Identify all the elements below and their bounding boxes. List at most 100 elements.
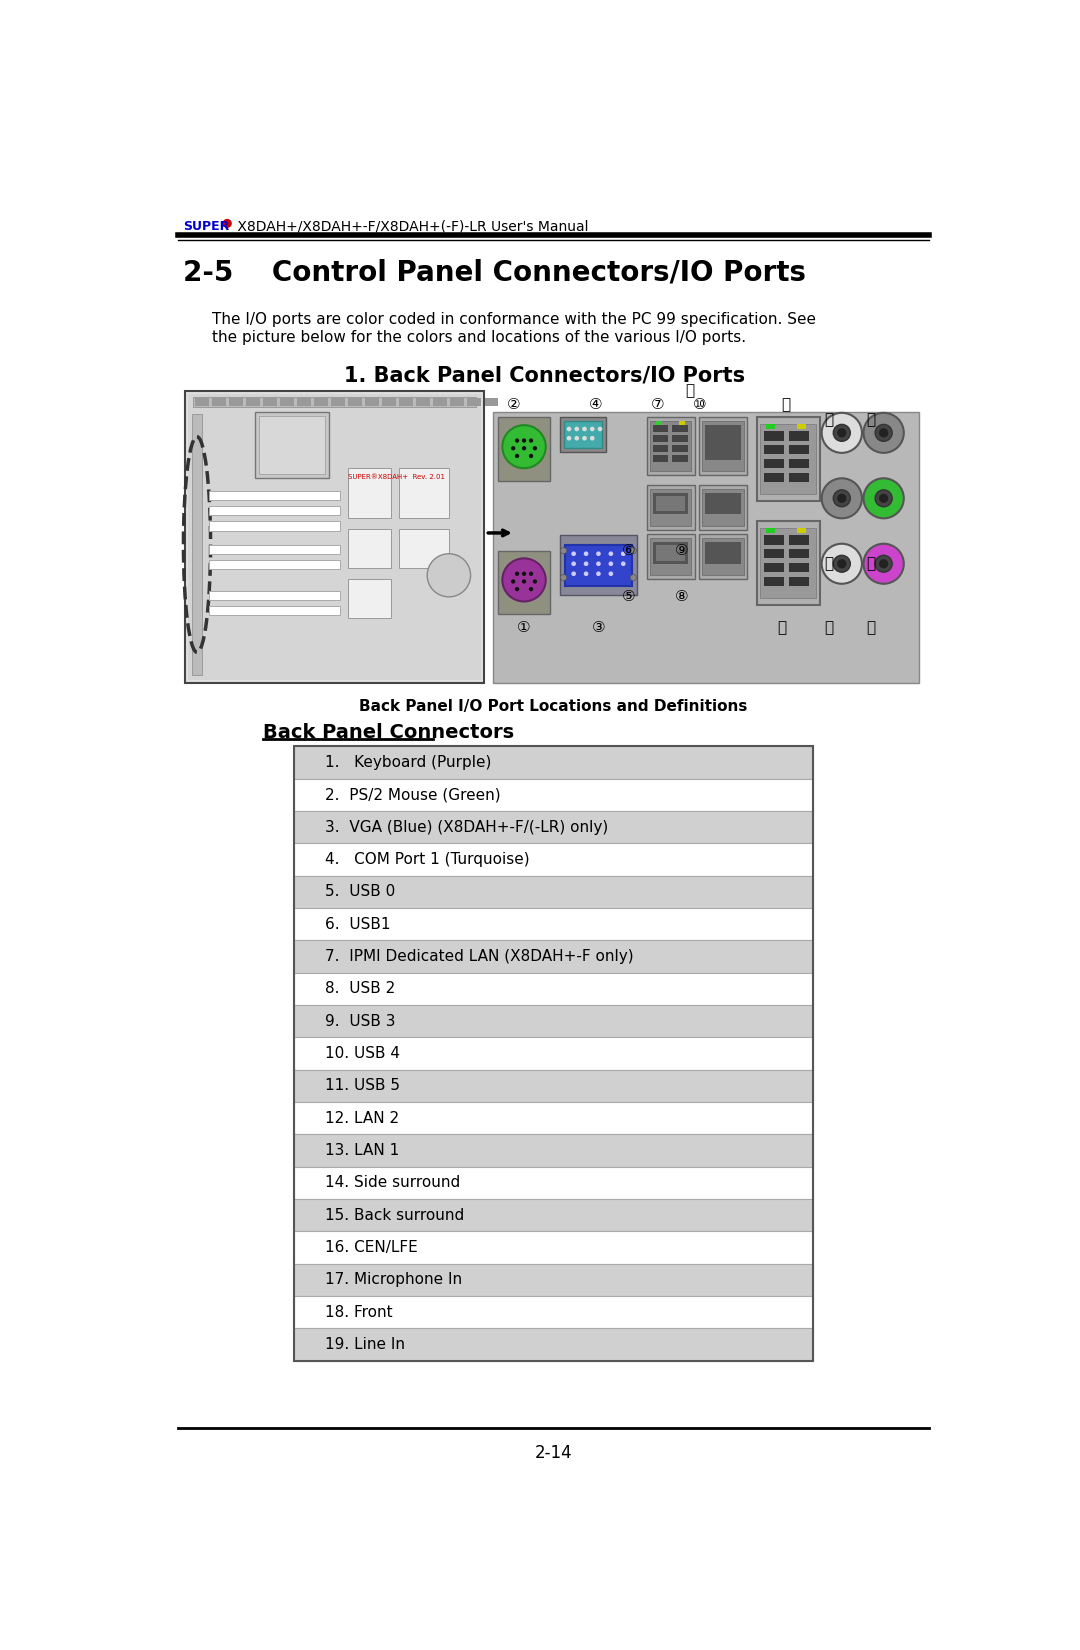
Bar bbox=[652, 436, 669, 442]
Text: 15. Back surround: 15. Back surround bbox=[325, 1208, 464, 1223]
Text: ⑨: ⑨ bbox=[675, 543, 688, 558]
Bar bbox=[294, 1038, 813, 1069]
Bar bbox=[797, 424, 806, 429]
Bar bbox=[399, 530, 449, 568]
Bar bbox=[280, 398, 294, 406]
Text: ⑦: ⑦ bbox=[651, 396, 665, 411]
Text: 9.  USB 3: 9. USB 3 bbox=[325, 1013, 395, 1028]
Circle shape bbox=[631, 548, 636, 554]
Bar bbox=[498, 551, 551, 614]
Circle shape bbox=[864, 478, 904, 518]
Bar bbox=[194, 398, 208, 406]
Text: ⑭: ⑭ bbox=[824, 620, 833, 635]
Bar bbox=[652, 446, 669, 452]
Circle shape bbox=[596, 561, 600, 566]
Bar bbox=[468, 398, 482, 406]
Bar bbox=[294, 1134, 813, 1167]
Bar bbox=[564, 421, 603, 449]
Bar bbox=[679, 421, 685, 426]
Circle shape bbox=[428, 554, 471, 597]
Circle shape bbox=[515, 571, 519, 576]
Bar bbox=[656, 421, 662, 426]
Text: ⑤: ⑤ bbox=[622, 589, 635, 604]
Bar bbox=[314, 398, 328, 406]
Text: 6.  USB1: 6. USB1 bbox=[325, 917, 390, 932]
Text: ⑫: ⑫ bbox=[778, 620, 786, 635]
Circle shape bbox=[567, 436, 571, 441]
Circle shape bbox=[608, 551, 613, 556]
Bar bbox=[789, 459, 809, 469]
Bar bbox=[766, 424, 775, 429]
Bar bbox=[294, 1200, 813, 1231]
Circle shape bbox=[590, 436, 595, 441]
Bar bbox=[294, 1005, 813, 1038]
Bar bbox=[789, 474, 809, 482]
Bar bbox=[672, 426, 688, 432]
Bar bbox=[294, 972, 813, 1005]
Circle shape bbox=[529, 571, 534, 576]
Circle shape bbox=[575, 427, 579, 431]
Circle shape bbox=[529, 454, 534, 459]
Bar bbox=[652, 455, 669, 462]
Text: ⑩: ⑩ bbox=[692, 396, 706, 411]
Bar bbox=[208, 521, 340, 531]
Bar bbox=[757, 417, 820, 500]
Circle shape bbox=[875, 490, 892, 507]
Bar bbox=[705, 426, 741, 460]
Circle shape bbox=[522, 571, 526, 576]
Circle shape bbox=[502, 426, 545, 469]
Bar bbox=[760, 424, 816, 495]
Bar bbox=[652, 543, 688, 564]
Text: ①: ① bbox=[517, 620, 531, 635]
Text: 10. USB 4: 10. USB 4 bbox=[325, 1046, 400, 1061]
Circle shape bbox=[529, 439, 534, 442]
Circle shape bbox=[583, 571, 589, 576]
Bar bbox=[208, 606, 340, 615]
Bar bbox=[348, 579, 391, 617]
Circle shape bbox=[522, 439, 526, 442]
Text: Back Panel Connectors: Back Panel Connectors bbox=[262, 723, 514, 743]
Circle shape bbox=[879, 493, 888, 503]
Bar bbox=[652, 426, 669, 432]
Bar bbox=[450, 398, 464, 406]
Circle shape bbox=[583, 561, 589, 566]
Bar bbox=[294, 746, 813, 779]
Bar bbox=[262, 398, 276, 406]
Bar bbox=[656, 497, 685, 512]
Text: 8.  USB 2: 8. USB 2 bbox=[325, 982, 395, 997]
Text: ⑲: ⑲ bbox=[866, 412, 875, 427]
Bar bbox=[191, 414, 202, 675]
Circle shape bbox=[529, 587, 534, 591]
Circle shape bbox=[532, 446, 537, 450]
Bar bbox=[789, 563, 809, 573]
Text: ⑪: ⑪ bbox=[686, 383, 694, 398]
Bar bbox=[297, 398, 311, 406]
Text: 7.  IPMI Dedicated LAN (X8DAH+-F only): 7. IPMI Dedicated LAN (X8DAH+-F only) bbox=[325, 949, 634, 964]
Text: 4.   COM Port 1 (Turquoise): 4. COM Port 1 (Turquoise) bbox=[325, 851, 529, 866]
Text: ②: ② bbox=[508, 396, 521, 411]
Bar bbox=[494, 412, 919, 683]
Bar bbox=[765, 459, 784, 469]
Circle shape bbox=[837, 559, 847, 568]
Circle shape bbox=[522, 446, 526, 450]
Bar bbox=[702, 488, 744, 526]
Bar bbox=[559, 417, 606, 452]
Bar bbox=[348, 530, 391, 568]
Text: 11. USB 5: 11. USB 5 bbox=[325, 1079, 400, 1094]
Circle shape bbox=[502, 558, 545, 602]
Text: 3.  VGA (Blue) (X8DAH+-F/(-LR) only): 3. VGA (Blue) (X8DAH+-F/(-LR) only) bbox=[325, 820, 608, 835]
Circle shape bbox=[875, 556, 892, 573]
Bar bbox=[294, 746, 813, 1361]
Circle shape bbox=[837, 429, 847, 437]
Circle shape bbox=[567, 427, 571, 431]
Bar bbox=[246, 398, 260, 406]
Bar bbox=[400, 398, 414, 406]
Text: 2-14: 2-14 bbox=[535, 1444, 572, 1462]
Bar bbox=[294, 810, 813, 843]
Text: 13. LAN 1: 13. LAN 1 bbox=[325, 1143, 400, 1158]
Bar bbox=[294, 1069, 813, 1102]
Circle shape bbox=[864, 412, 904, 452]
Bar bbox=[702, 421, 744, 472]
Bar bbox=[294, 779, 813, 810]
Bar bbox=[649, 538, 691, 576]
